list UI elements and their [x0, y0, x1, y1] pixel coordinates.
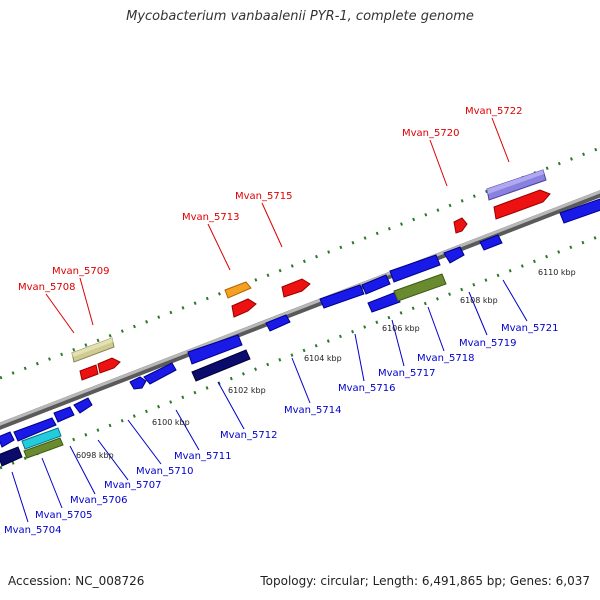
gene-block-c[interactable] — [13, 417, 57, 442]
axis-tick-label: 6098 kbp — [76, 451, 114, 460]
gene-block-b[interactable] — [0, 446, 23, 467]
genome-title: Mycobacterium vanbaalenii PYR-1, complet… — [126, 9, 474, 24]
gene-label[interactable]: Mvan_5706 — [70, 495, 127, 506]
gene-block-j[interactable] — [187, 334, 243, 365]
gene-block-h[interactable] — [129, 376, 147, 390]
gene-block-e[interactable] — [23, 437, 64, 459]
gene-block-5713a[interactable] — [224, 281, 252, 299]
gene-label[interactable]: Mvan_5710 — [136, 466, 193, 477]
gene-label[interactable]: Mvan_5716 — [338, 383, 395, 394]
gene-label[interactable]: Mvan_5718 — [417, 353, 474, 364]
gene-block-k[interactable] — [191, 349, 251, 382]
gene-block-5722a[interactable] — [486, 169, 547, 201]
gene-block-l[interactable] — [265, 314, 291, 332]
gene-block-a[interactable] — [0, 431, 15, 448]
top-gene-labels: Mvan_5708 Mvan_5709 Mvan_5713 Mvan_5715 … — [18, 106, 522, 293]
gene-label[interactable]: Mvan_5704 — [4, 525, 61, 536]
gene-block-t[interactable] — [559, 198, 600, 224]
gene-label[interactable]: Mvan_5707 — [104, 480, 161, 491]
topology-info: Topology: circular; Length: 6,491,865 bp… — [260, 574, 590, 588]
gene-block-i[interactable] — [143, 362, 177, 385]
gene-block-5713b[interactable] — [231, 298, 257, 318]
forward-strand-genes — [71, 169, 551, 381]
gene-block-r[interactable] — [443, 246, 465, 264]
gene-block-m[interactable] — [319, 284, 365, 309]
gene-block-5709b[interactable] — [97, 357, 121, 374]
gene-block-5709a[interactable] — [79, 364, 99, 381]
gene-block-5720[interactable] — [453, 217, 468, 234]
axis-tick-labels: 6098 kbp 6100 kbp 6102 kbp 6104 kbp 6106… — [76, 268, 576, 460]
gene-label[interactable]: Mvan_5711 — [174, 451, 231, 462]
bottom-gene-labels: Mvan_5704 Mvan_5705 Mvan_5706 Mvan_5707 … — [4, 323, 558, 536]
axis-tick-label: 6100 kbp — [152, 418, 190, 427]
axis-tick-label: 6108 kbp — [460, 296, 498, 305]
gene-block-q[interactable] — [393, 273, 447, 302]
gene-label[interactable]: Mvan_5713 — [182, 212, 239, 223]
gene-block-5708[interactable] — [71, 337, 115, 363]
gene-label[interactable]: Mvan_5709 — [52, 266, 109, 277]
gene-label[interactable]: Mvan_5719 — [459, 338, 516, 349]
gene-label[interactable]: Mvan_5714 — [284, 405, 341, 416]
gene-label[interactable]: Mvan_5712 — [220, 430, 277, 441]
gene-label[interactable]: Mvan_5708 — [18, 282, 75, 293]
gene-label[interactable]: Mvan_5720 — [402, 128, 459, 139]
gene-block-o[interactable] — [367, 291, 401, 313]
top-label-connectors — [45, 117, 510, 334]
gene-block-5722b[interactable] — [493, 189, 551, 220]
gene-block-f[interactable] — [53, 406, 75, 423]
gene-label[interactable]: Mvan_5715 — [235, 191, 292, 202]
gene-block-d[interactable] — [21, 427, 62, 450]
gene-label[interactable]: Mvan_5705 — [35, 510, 92, 521]
gene-block-s[interactable] — [479, 234, 503, 251]
gene-label[interactable]: Mvan_5722 — [465, 106, 522, 117]
bottom-label-connectors — [11, 279, 528, 523]
axis-tick-label: 6110 kbp — [538, 268, 576, 277]
gene-block-n[interactable] — [361, 274, 391, 295]
axis-tick-label: 6104 kbp — [304, 354, 342, 363]
gene-block-g[interactable] — [73, 397, 93, 414]
genome-map: 6098 kbp 6100 kbp 6102 kbp 6104 kbp 6106… — [0, 106, 600, 536]
axis-tick-label: 6106 kbp — [382, 324, 420, 333]
gene-label[interactable]: Mvan_5717 — [378, 368, 435, 379]
gene-label[interactable]: Mvan_5721 — [501, 323, 558, 334]
reverse-strand-genes — [0, 198, 600, 467]
genome-backbone — [0, 190, 600, 430]
gene-block-5715[interactable] — [281, 278, 311, 298]
gene-block-p[interactable] — [389, 254, 441, 283]
axis-tick-label: 6102 kbp — [228, 386, 266, 395]
accession-label: Accession: NC_008726 — [8, 574, 145, 588]
